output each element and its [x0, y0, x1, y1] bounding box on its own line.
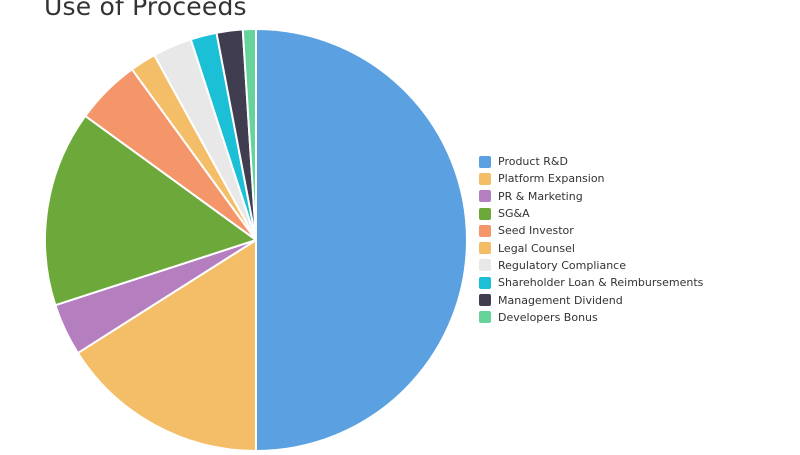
legend-swatch [479, 259, 491, 272]
legend-label: Regulatory Compliance [498, 258, 626, 272]
chart-legend: Product R&D Platform Expansion PR & Market… [479, 153, 703, 326]
legend-item-9[interactable]: Developers Bonus [479, 309, 703, 326]
legend-item-0[interactable]: Product R&D [479, 153, 703, 170]
legend-label: Product R&D [498, 155, 568, 169]
legend-swatch [479, 294, 491, 307]
legend-label: Legal Counsel [498, 241, 575, 255]
legend-item-8[interactable]: Management Dividend [479, 291, 703, 308]
legend-label: Shareholder Loan & Reimbursements [498, 276, 704, 290]
legend-label: PR & Marketing [498, 189, 583, 203]
legend-swatch [479, 276, 491, 289]
legend-item-3[interactable]: SG&A [479, 205, 703, 222]
legend-label: Platform Expansion [498, 172, 605, 186]
pie-slice-1[interactable] [76, 239, 257, 452]
legend-label: Developers Bonus [498, 310, 598, 324]
legend-swatch [479, 190, 491, 203]
pie-slice-0[interactable] [255, 28, 468, 452]
legend-swatch [479, 172, 491, 185]
legend-label: SG&A [498, 207, 530, 221]
legend-swatch [479, 311, 491, 324]
legend-label: Seed Investor [498, 224, 574, 238]
pie-slice-3[interactable] [44, 114, 257, 307]
legend-swatch [479, 155, 491, 168]
legend-swatch [479, 242, 491, 255]
legend-item-5[interactable]: Legal Counsel [479, 239, 703, 256]
legend-item-7[interactable]: Shareholder Loan & Reimbursements [479, 274, 703, 291]
pie-slice-9[interactable] [241, 28, 257, 241]
legend-label: Management Dividend [498, 293, 623, 307]
legend-item-4[interactable]: Seed Investor [479, 222, 703, 239]
legend-swatch [479, 207, 491, 220]
legend-swatch [479, 224, 491, 237]
legend-item-1[interactable]: Platform Expansion [479, 170, 703, 187]
legend-item-2[interactable]: PR & Marketing [479, 188, 703, 205]
chart-title: Use of Proceeds [44, 0, 247, 21]
legend-item-6[interactable]: Regulatory Compliance [479, 257, 703, 274]
